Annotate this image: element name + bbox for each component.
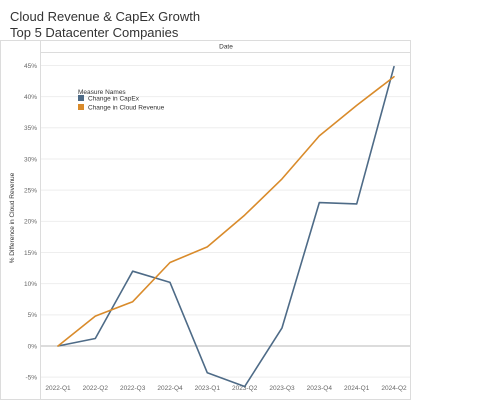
legend-swatch — [78, 95, 84, 101]
gridlines — [41, 64, 410, 378]
y-tick-label: 10% — [24, 281, 37, 288]
legend-item-label: Change in Cloud Revenue — [88, 105, 165, 112]
y-tick-label: 40% — [24, 94, 37, 101]
y-tick-label: 45% — [24, 63, 37, 70]
y-tick-label: 25% — [24, 187, 37, 194]
series-line-change-in-capex — [57, 65, 395, 388]
x-tick-label: 2023-Q1 — [195, 385, 221, 392]
x-tick-label: 2022-Q4 — [157, 385, 183, 392]
y-tick-label: 5% — [28, 312, 38, 319]
chart-title: Cloud Revenue & CapEx Growth — [10, 9, 201, 24]
x-tick-label: 2022-Q2 — [83, 385, 109, 392]
legend: Measure Names Change in CapEx Change in C… — [78, 89, 165, 112]
legend-item-label: Change in CapEx — [88, 96, 140, 103]
column-header-date: Date — [219, 44, 233, 51]
chart-subtitle: Top 5 Datacenter Companies — [10, 25, 179, 40]
y-axis-title: % Difference in Cloud Revenue — [9, 172, 16, 263]
legend-title: Measure Names — [78, 89, 126, 96]
y-tick-label: 20% — [24, 219, 37, 226]
chart-title-block: Cloud Revenue & CapEx Growth Top 5 Datac… — [10, 9, 200, 41]
x-tick-label: 2024-Q2 — [381, 385, 407, 392]
x-tick-label: 2022-Q3 — [120, 385, 146, 392]
series-line-change-in-cloud-revenue — [57, 75, 395, 347]
y-tick-label: -5% — [25, 374, 37, 381]
series-lines — [57, 65, 395, 388]
x-tick-label: 2022-Q1 — [45, 385, 71, 392]
y-tick-label: 15% — [24, 250, 37, 257]
x-tick-label: 2024-Q1 — [344, 385, 370, 392]
x-tick-label: 2023-Q4 — [307, 385, 333, 392]
y-axis-ticks: -5% 0% 5% 10% 15% 20% 25% 30% 35% 40% 45% — [24, 63, 37, 382]
y-tick-label: 30% — [24, 156, 37, 163]
y-tick-label: 35% — [24, 125, 37, 132]
x-tick-label: 2023-Q2 — [232, 385, 258, 392]
y-tick-label: 0% — [28, 343, 38, 350]
legend-swatch — [78, 104, 84, 110]
x-axis-ticks: 2022-Q1 2022-Q2 2022-Q3 2022-Q4 2023-Q1 2023-… — [45, 385, 407, 392]
x-tick-label: 2023-Q3 — [269, 385, 295, 392]
